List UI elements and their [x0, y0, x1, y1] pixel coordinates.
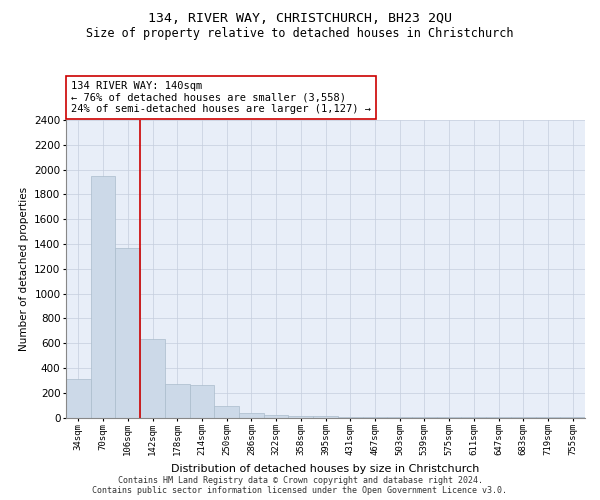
Bar	[165, 384, 190, 418]
Bar	[362, 417, 387, 418]
Text: Contains HM Land Registry data © Crown copyright and database right 2024.
Contai: Contains HM Land Registry data © Crown c…	[92, 476, 508, 495]
Bar	[313, 416, 338, 418]
Bar	[66, 379, 91, 418]
Bar	[91, 176, 115, 418]
Bar	[338, 417, 362, 418]
Y-axis label: Number of detached properties: Number of detached properties	[19, 186, 29, 351]
Text: 134 RIVER WAY: 140sqm
← 76% of detached houses are smaller (3,558)
24% of semi-d: 134 RIVER WAY: 140sqm ← 76% of detached …	[71, 81, 371, 114]
Bar	[190, 384, 214, 418]
Bar	[239, 412, 264, 418]
Bar	[289, 416, 313, 418]
Bar	[264, 415, 289, 418]
X-axis label: Distribution of detached houses by size in Christchurch: Distribution of detached houses by size …	[172, 464, 479, 473]
Bar	[214, 406, 239, 418]
Text: Size of property relative to detached houses in Christchurch: Size of property relative to detached ho…	[86, 28, 514, 40]
Text: 134, RIVER WAY, CHRISTCHURCH, BH23 2QU: 134, RIVER WAY, CHRISTCHURCH, BH23 2QU	[148, 12, 452, 26]
Bar	[115, 248, 140, 418]
Bar	[140, 340, 165, 417]
